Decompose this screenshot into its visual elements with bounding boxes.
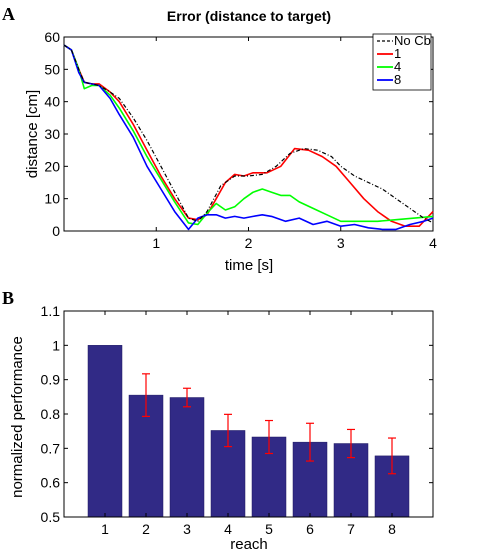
y-tick-label: 30	[44, 126, 60, 142]
legend-label: 1	[394, 46, 401, 61]
panel-b-letter: B	[2, 288, 14, 308]
x-tick-label: 6	[306, 521, 314, 537]
legend-label: 8	[394, 72, 401, 87]
x-tick-label: 8	[388, 521, 396, 537]
x-tick-label: 1	[152, 235, 160, 251]
chart-a-y-axis-label: distance [cm]	[24, 90, 41, 178]
legend-label: No Cb	[394, 33, 431, 48]
x-tick-label: 3	[183, 521, 191, 537]
chart-a-legend	[372, 33, 432, 91]
y-tick-label: 0	[52, 223, 60, 239]
legend-label: 4	[394, 59, 401, 74]
chart-a-title: Error (distance to target)	[167, 8, 331, 24]
series-line-no-cb	[63, 44, 434, 224]
y-tick-label: 0.7	[41, 440, 61, 456]
x-tick-label: 2	[245, 235, 253, 251]
y-tick-label: 50	[44, 61, 60, 77]
chart-b-plot-area: 0.5 0.6 0.7 0.8 0.9 1 1.1 1 2 3 4 5 6 7 8	[41, 303, 434, 537]
panel-a-letter: A	[2, 4, 15, 24]
series-line-8	[63, 44, 434, 231]
x-tick-label: 5	[265, 521, 273, 537]
y-tick-label: 0.8	[41, 406, 61, 422]
y-tick-label: 60	[44, 29, 60, 45]
chart-a-x-axis-label: time [s]	[225, 257, 273, 274]
y-tick-label: 0.6	[41, 475, 61, 491]
y-tick-label: 1	[52, 337, 60, 353]
y-tick-label: 10	[44, 191, 60, 207]
x-tick-label: 2	[142, 521, 150, 537]
bar-reach-3	[169, 397, 205, 518]
chart-b-y-axis-label: normalized performance	[9, 336, 26, 498]
y-tick-label: 20	[44, 158, 60, 174]
y-tick-label: 40	[44, 94, 60, 110]
x-tick-label: 4	[224, 521, 232, 537]
y-tick-label: 1.1	[41, 303, 61, 319]
x-tick-label: 7	[347, 521, 355, 537]
y-tick-label: 0.5	[41, 509, 61, 525]
x-tick-label: 1	[101, 521, 109, 537]
bar-reach-1	[87, 345, 123, 518]
x-tick-label: 3	[337, 235, 345, 251]
chart-b-x-axis-label: reach	[230, 536, 268, 553]
x-tick-label: 4	[429, 235, 437, 251]
y-tick-label: 0.9	[41, 372, 61, 388]
